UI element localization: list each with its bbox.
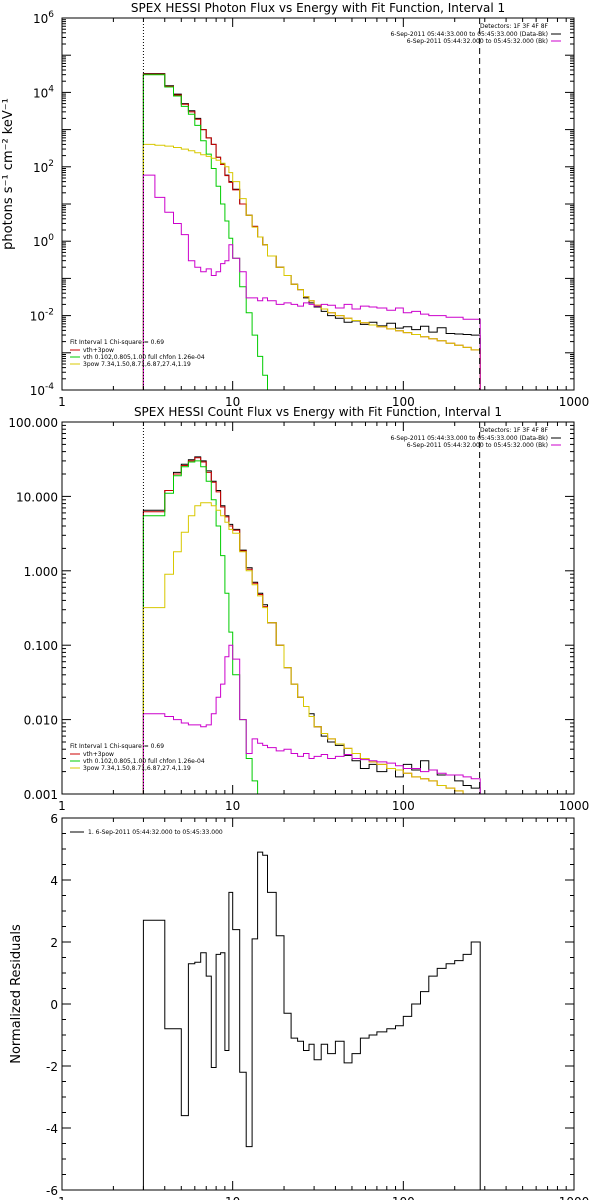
legend-header: Fit Interval 1 Chi-square = 0.69	[70, 339, 164, 346]
x-axis: 1 10 100 1000	[58, 422, 589, 813]
legend-entry-text: vth+3pow	[83, 751, 114, 758]
x-axis: 1 10 100 1000	[58, 818, 589, 1200]
series-line-0	[142, 851, 481, 1190]
legend-header: Fit Interval 1 Chi-square = 0.69	[70, 743, 164, 750]
series-line-2	[142, 74, 268, 390]
x-tick-label: 10	[225, 799, 240, 813]
legend-top-left: 1. 6-Sep-2011 05:44:32.000 to 05:45:33.0…	[70, 829, 223, 836]
y-tick-label: 4	[50, 874, 58, 888]
series-line-4	[142, 644, 481, 794]
panel-count: SPEX HESSI Count Flux vs Energy with Fit…	[8, 405, 589, 813]
series-group	[142, 73, 481, 390]
y-tick-label: -2	[46, 1060, 58, 1074]
y-tick-label: 102	[33, 159, 54, 175]
plot-frame	[61, 817, 575, 1191]
legend-entry-text: 1. 6-Sep-2011 05:44:32.000 to 05:45:33.0…	[88, 829, 223, 836]
y-tick-label: 0	[50, 998, 58, 1012]
y-tick-label: 10.000	[16, 490, 58, 504]
y-tick-label: 1.000	[24, 565, 58, 579]
legend-header: Detectors: 1F 3F 4F 8F	[480, 427, 549, 434]
y-tick-label: 0.010	[24, 714, 58, 728]
legend-entry-text: 3pow 7.34,1.50,8.71,6.87,27.4,1.19	[83, 765, 191, 772]
x-tick-label: 100	[392, 395, 415, 409]
chart-title: SPEX HESSI Photon Flux vs Energy with Fi…	[131, 1, 505, 15]
y-tick-label: -4	[46, 1122, 58, 1136]
x-tick-label: 1	[58, 799, 66, 813]
y-tick-label: 10-2	[30, 308, 54, 324]
legend-entry-text: 6-Sep-2011 05:44:33.000 to 05:45:33.000 …	[390, 435, 548, 442]
y-tick-label: 100.000	[8, 416, 58, 430]
x-tick-label: 1000	[559, 1195, 590, 1200]
legend-entry-text: 6-Sep-2011 05:44:32.000 to 05:45:32.000 …	[407, 38, 548, 45]
legend-bottom-left: Fit Interval 1 Chi-square = 0.69vth+3pow…	[70, 743, 205, 772]
chart-title: SPEX HESSI Count Flux vs Energy with Fit…	[134, 405, 502, 419]
x-tick-label: 1	[58, 1195, 66, 1200]
legend-entry-text: vth 0.102,0.805,1.00 full chfon 1.26e-04	[83, 758, 205, 765]
series-group	[142, 456, 481, 794]
x-axis: 1 10 100 1000	[58, 18, 589, 409]
panel-photon: SPEX HESSI Photon Flux vs Energy with Fi…	[1, 1, 589, 409]
y-axis-title: photons s⁻¹ cm⁻² keV⁻¹	[1, 98, 16, 250]
y-tick-label: 10-4	[30, 382, 55, 398]
legend-header: Detectors: 1F 3F 4F 8F	[480, 23, 549, 30]
plot-frame	[61, 17, 575, 391]
x-tick-label: 10	[225, 395, 240, 409]
x-tick-label: 1000	[559, 395, 590, 409]
x-tick-label: 100	[392, 1195, 415, 1200]
plot-frame	[61, 421, 575, 795]
x-tick-label: 100	[392, 799, 415, 813]
y-tick-label: 100	[33, 233, 54, 249]
legend-entry-text: 6-Sep-2011 05:44:32.000 to 05:45:32.000 …	[407, 442, 548, 449]
legend-entry-text: vth+3pow	[83, 347, 114, 354]
x-tick-label: 1	[58, 395, 66, 409]
panel-residuals: 1 10 100 1000 -6 -4 -2 0 2 4 6 Normalized Residuals…	[9, 812, 589, 1200]
series-line-4	[142, 174, 481, 390]
y-tick-label: 6	[50, 812, 58, 826]
y-tick-label: 0.100	[24, 639, 58, 653]
x-tick-label: 10	[225, 1195, 240, 1200]
y-tick-label: -6	[46, 1184, 58, 1198]
legend-bottom-left: Fit Interval 1 Chi-square = 0.69vth+3pow…	[70, 339, 205, 368]
y-axis: -6 -4 -2 0 2 4 6	[46, 812, 574, 1198]
y-axis: 10-4 10-2 100 102 104 106	[30, 10, 574, 398]
y-tick-label: 106	[33, 10, 54, 26]
legend-top-right: Detectors: 1F 3F 4F 8F6-Sep-2011 05:44:3…	[390, 427, 561, 449]
series-line-3	[142, 502, 472, 794]
legend-entry-text: vth 0.102,0.805,1.00 full chfon 1.26e-04	[83, 354, 205, 361]
y-axis: 0.001 0.010 0.100 1.000 10.000 100.000	[8, 416, 574, 802]
y-tick-label: 0.001	[24, 788, 58, 802]
y-tick-label: 2	[50, 936, 58, 950]
legend-entry-text: 6-Sep-2011 05:44:33.000 to 05:45:33.000 …	[390, 31, 548, 38]
y-tick-label: 104	[33, 84, 54, 100]
legend-entry-text: 3pow 7.34,1.50,8.71,6.87,27.4,1.19	[83, 361, 191, 368]
series-group	[142, 851, 481, 1190]
legend-top-right: Detectors: 1F 3F 4F 8F6-Sep-2011 05:44:3…	[390, 23, 561, 45]
x-tick-label: 1000	[559, 799, 590, 813]
y-axis-title: Normalized Residuals	[9, 924, 24, 1064]
series-line-3	[142, 143, 481, 390]
